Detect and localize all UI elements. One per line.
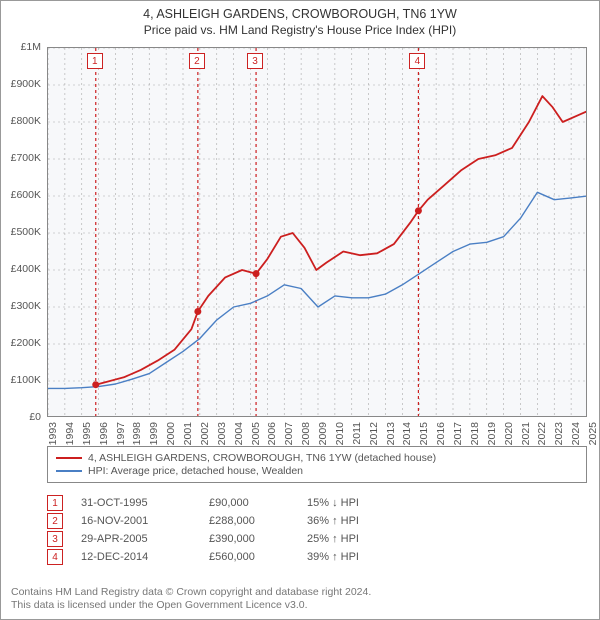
- y-tick-label: £900K: [11, 78, 41, 90]
- y-tick-label: £600K: [11, 189, 41, 201]
- event-row: 4 12-DEC-2014 £560,000 39% ↑ HPI: [47, 549, 587, 565]
- y-tick-label: £200K: [11, 337, 41, 349]
- y-tick-label: £300K: [11, 300, 41, 312]
- x-tick-label: 2015: [418, 422, 430, 445]
- y-tick-label: £0: [29, 411, 41, 423]
- footer-line-2: This data is licensed under the Open Gov…: [11, 599, 589, 613]
- x-tick-label: 2007: [283, 422, 295, 445]
- event-marker-2: 2: [189, 53, 205, 69]
- x-tick-label: 2020: [503, 422, 515, 445]
- event-marker-4: 4: [409, 53, 425, 69]
- x-tick-label: 1994: [64, 422, 76, 445]
- chart-subtitle: Price paid vs. HM Land Registry's House …: [1, 23, 599, 37]
- title-block: 4, ASHLEIGH GARDENS, CROWBOROUGH, TN6 1Y…: [1, 1, 599, 37]
- y-tick-label: £700K: [11, 152, 41, 164]
- event-date: 16-NOV-2001: [81, 515, 191, 527]
- x-tick-label: 2001: [182, 422, 194, 445]
- x-tick-label: 1997: [115, 422, 127, 445]
- x-tick-label: 2010: [334, 422, 346, 445]
- x-tick-label: 1993: [47, 422, 59, 445]
- y-tick-label: £400K: [11, 263, 41, 275]
- event-price: £90,000: [209, 497, 289, 509]
- event-date: 12-DEC-2014: [81, 551, 191, 563]
- x-tick-label: 2016: [435, 422, 447, 445]
- legend-row: 4, ASHLEIGH GARDENS, CROWBOROUGH, TN6 1Y…: [56, 452, 578, 464]
- y-tick-label: £100K: [11, 374, 41, 386]
- x-tick-label: 2002: [199, 422, 211, 445]
- event-marker-1: 1: [87, 53, 103, 69]
- event-marker-3: 3: [247, 53, 263, 69]
- event-diff: 25% ↑ HPI: [307, 533, 407, 545]
- x-tick-label: 2018: [469, 422, 481, 445]
- legend-swatch: [56, 457, 82, 459]
- event-price: £288,000: [209, 515, 289, 527]
- x-tick-label: 1998: [131, 422, 143, 445]
- x-tick-label: 2022: [536, 422, 548, 445]
- event-price: £560,000: [209, 551, 289, 563]
- legend-swatch: [56, 470, 82, 472]
- event-row: 3 29-APR-2005 £390,000 25% ↑ HPI: [47, 531, 587, 547]
- plot-svg: [48, 48, 587, 417]
- legend: 4, ASHLEIGH GARDENS, CROWBOROUGH, TN6 1Y…: [47, 446, 587, 483]
- legend-row: HPI: Average price, detached house, Weal…: [56, 465, 578, 477]
- x-tick-label: 2006: [266, 422, 278, 445]
- footer-attribution: Contains HM Land Registry data © Crown c…: [11, 586, 589, 613]
- event-row: 1 31-OCT-1995 £90,000 15% ↓ HPI: [47, 495, 587, 511]
- x-tick-label: 2021: [520, 422, 532, 445]
- plot-area: [47, 47, 587, 417]
- event-price: £390,000: [209, 533, 289, 545]
- x-tick-label: 2014: [401, 422, 413, 445]
- x-tick-label: 2025: [587, 422, 599, 445]
- x-tick-label: 2012: [368, 422, 380, 445]
- event-number-box: 1: [47, 495, 63, 511]
- event-date: 31-OCT-1995: [81, 497, 191, 509]
- x-tick-label: 2017: [452, 422, 464, 445]
- event-diff: 39% ↑ HPI: [307, 551, 407, 563]
- x-tick-label: 2023: [553, 422, 565, 445]
- x-tick-label: 1995: [81, 422, 93, 445]
- event-diff: 15% ↓ HPI: [307, 497, 407, 509]
- y-tick-label: £500K: [11, 226, 41, 238]
- x-tick-label: 2005: [250, 422, 262, 445]
- event-number-box: 2: [47, 513, 63, 529]
- x-tick-label: 2019: [486, 422, 498, 445]
- x-tick-label: 2008: [300, 422, 312, 445]
- x-tick-label: 2013: [385, 422, 397, 445]
- event-number-box: 4: [47, 549, 63, 565]
- y-tick-label: £1M: [21, 41, 41, 53]
- y-tick-label: £800K: [11, 115, 41, 127]
- x-tick-label: 2000: [165, 422, 177, 445]
- legend-label: 4, ASHLEIGH GARDENS, CROWBOROUGH, TN6 1Y…: [88, 452, 436, 464]
- figure-container: 4, ASHLEIGH GARDENS, CROWBOROUGH, TN6 1Y…: [0, 0, 600, 620]
- x-tick-label: 1999: [148, 422, 160, 445]
- x-tick-label: 2003: [216, 422, 228, 445]
- chart-title: 4, ASHLEIGH GARDENS, CROWBOROUGH, TN6 1Y…: [1, 7, 599, 21]
- events-table: 1 31-OCT-1995 £90,000 15% ↓ HPI 2 16-NOV-2001…: [47, 493, 587, 567]
- event-diff: 36% ↑ HPI: [307, 515, 407, 527]
- chart-area: £0£100K£200K£300K£400K£500K£600K£700K£80…: [47, 47, 587, 417]
- event-date: 29-APR-2005: [81, 533, 191, 545]
- event-number-box: 3: [47, 531, 63, 547]
- x-tick-label: 1996: [98, 422, 110, 445]
- event-row: 2 16-NOV-2001 £288,000 36% ↑ HPI: [47, 513, 587, 529]
- x-tick-label: 2011: [351, 422, 363, 445]
- x-tick-label: 2009: [317, 422, 329, 445]
- x-tick-label: 2004: [233, 422, 245, 445]
- legend-label: HPI: Average price, detached house, Weal…: [88, 465, 303, 477]
- footer-line-1: Contains HM Land Registry data © Crown c…: [11, 586, 589, 600]
- x-tick-label: 2024: [570, 422, 582, 445]
